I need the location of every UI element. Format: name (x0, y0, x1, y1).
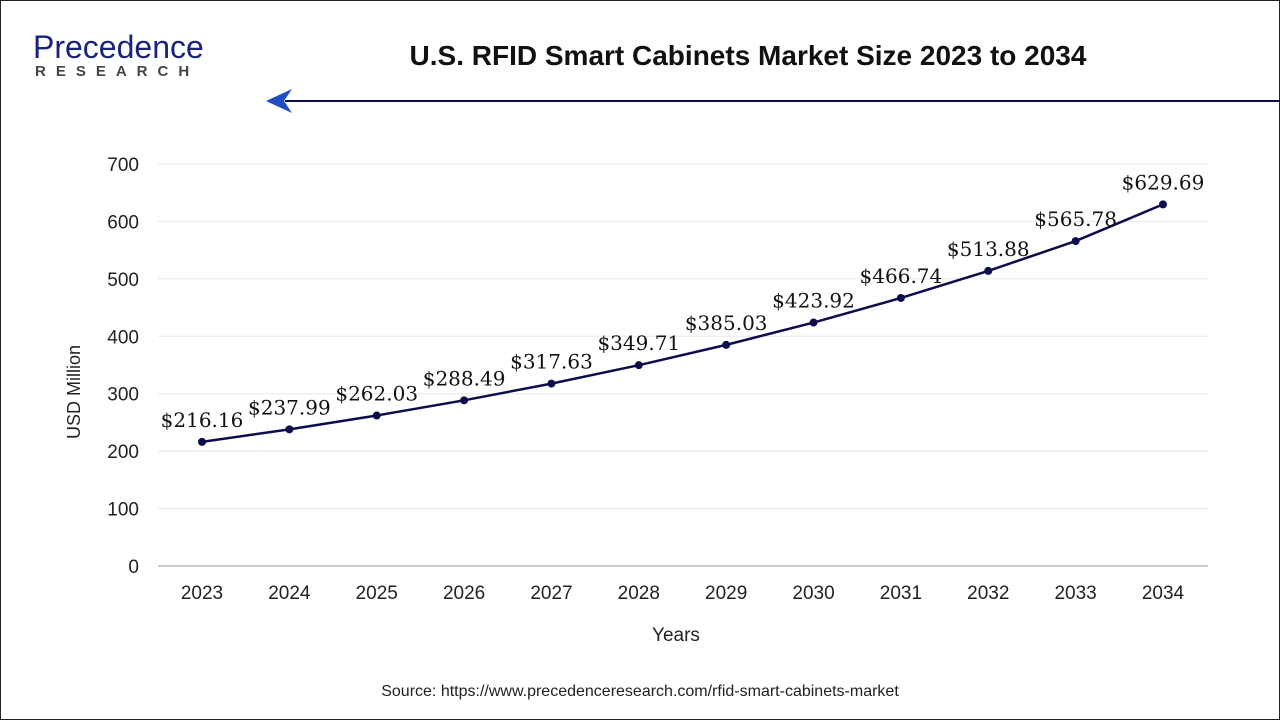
x-tick-label: 2024 (268, 583, 311, 604)
chart-title: U.S. RFID Smart Cabinets Market Size 202… (410, 40, 1087, 71)
x-tick-label: 2023 (181, 583, 223, 604)
data-label: $565.78 (1034, 207, 1117, 231)
x-tick-label: 2030 (792, 583, 834, 604)
x-tick-label: 2027 (530, 583, 572, 604)
data-point (460, 396, 469, 405)
y-tick-label: 600 (107, 212, 139, 233)
y-tick-label: 0 (128, 557, 139, 578)
data-label: $513.88 (947, 237, 1030, 261)
data-point (285, 425, 294, 434)
x-tick-label: 2033 (1054, 583, 1096, 604)
data-label: $349.71 (597, 331, 680, 355)
x-tick-label: 2025 (356, 583, 398, 604)
data-label: $629.69 (1122, 170, 1205, 194)
arrow-left-icon (266, 89, 292, 113)
x-tick-label: 2032 (967, 583, 1009, 604)
source-text: Source: https://www.precedenceresearch.c… (381, 683, 899, 700)
x-axis-label: Years (652, 625, 700, 646)
y-tick-label: 300 (107, 385, 139, 406)
data-label: $317.63 (510, 350, 593, 374)
data-label: $216.16 (161, 408, 244, 432)
data-label: $262.03 (335, 382, 418, 406)
logo-text: Precedence (33, 29, 204, 65)
x-tick-label: 2026 (443, 583, 485, 604)
x-tick-label: 2028 (618, 583, 660, 604)
y-tick-label: 500 (107, 270, 139, 291)
data-point (372, 411, 381, 420)
data-label: $466.74 (860, 264, 943, 288)
data-point (984, 266, 993, 275)
data-point (722, 340, 731, 349)
data-point (634, 361, 643, 370)
data-point (1159, 200, 1167, 209)
y-tick-label: 400 (107, 327, 139, 348)
series-line (201, 203, 1164, 444)
y-tick-label: 700 (107, 155, 139, 176)
y-axis-label: USD Million (64, 345, 84, 439)
data-point (809, 318, 818, 327)
data-point (1071, 237, 1080, 246)
data-point (547, 379, 556, 388)
y-tick-label: 100 (107, 500, 139, 521)
data-label: $385.03 (685, 311, 768, 335)
y-tick-label: 200 (107, 442, 139, 463)
logo-subtext: RESEARCH (35, 63, 199, 80)
logo: Precedence RESEARCH (33, 29, 204, 80)
data-label: $423.92 (772, 289, 855, 313)
data-point (896, 293, 905, 302)
data-label: $288.49 (423, 366, 506, 390)
x-tick-label: 2034 (1142, 583, 1185, 604)
data-label: $237.99 (248, 395, 331, 419)
x-tick-label: 2031 (880, 583, 922, 604)
data-point (198, 437, 206, 446)
x-tick-label: 2029 (705, 583, 747, 604)
